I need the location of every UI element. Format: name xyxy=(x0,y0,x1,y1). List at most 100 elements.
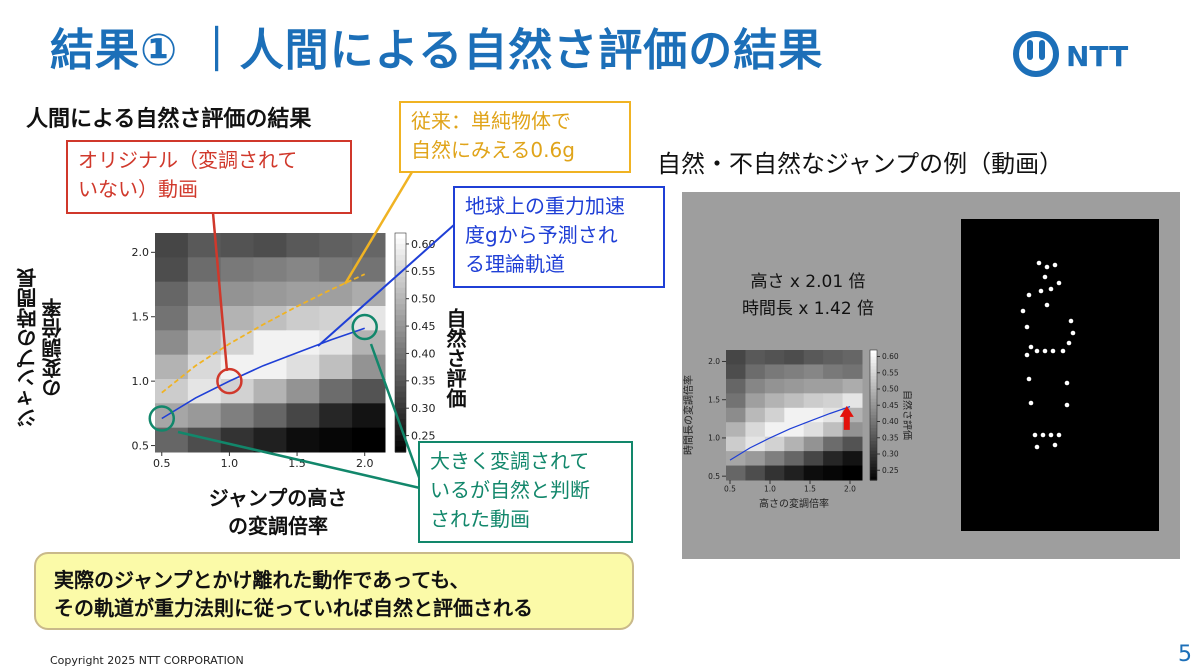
colorbar-segment xyxy=(395,342,406,349)
x-tick-label: 2.0 xyxy=(844,485,856,494)
y-tick-label: 2.0 xyxy=(132,246,150,259)
heatmap-cell xyxy=(286,403,320,429)
colorbar-segment xyxy=(870,463,877,468)
copyright: Copyright 2025 NTT CORPORATION xyxy=(50,654,244,667)
y-tick-label: 2.0 xyxy=(708,357,720,366)
colorbar-segment xyxy=(395,243,406,251)
heatmap-cell xyxy=(764,393,785,409)
mini-x-label: 高さの変調倍率 xyxy=(759,497,829,510)
joint-dot xyxy=(1028,400,1034,406)
heatmap-cell xyxy=(823,350,844,365)
heatmap-cell xyxy=(764,422,785,438)
joint-dot xyxy=(1034,444,1040,450)
colorbar-segment xyxy=(870,444,877,449)
heatmap-cell xyxy=(253,379,287,404)
heatmap-cell xyxy=(253,330,287,356)
colorbar-tick-label: 0.30 xyxy=(411,402,436,415)
heatmap-cell xyxy=(726,364,746,380)
colorbar-segment xyxy=(870,408,877,413)
ntt-logo-icon xyxy=(1013,31,1059,77)
heatmap-cell xyxy=(319,379,353,404)
callout-theory: 地球上の重力加速 度gから予測され る理論軌道 xyxy=(453,186,665,288)
heatmap-cell xyxy=(155,306,189,331)
colorbar-tick-label: 0.60 xyxy=(882,352,899,361)
colorbar-segment xyxy=(870,356,877,361)
marker-low-end xyxy=(148,405,176,432)
heatmap-cell xyxy=(803,436,824,452)
heatmap-cell xyxy=(352,403,386,429)
colorbar-segment xyxy=(395,293,406,300)
colorbar-segment xyxy=(395,254,406,261)
heatmap-cell xyxy=(764,350,785,365)
colorbar-segment xyxy=(870,395,877,400)
colorbar-segment xyxy=(870,372,877,377)
heatmap-cell xyxy=(319,281,353,307)
heatmap-cell xyxy=(745,451,766,467)
x-tick-label: 1.0 xyxy=(221,457,239,470)
colorbar-segment xyxy=(870,350,877,354)
heatmap-cell xyxy=(220,354,255,380)
colorbar-segment xyxy=(870,392,877,397)
heatmap-cell xyxy=(842,465,863,481)
joint-dot xyxy=(1064,402,1070,408)
colorbar-segment xyxy=(870,434,877,439)
heatmap-cell xyxy=(220,330,255,356)
heatmap-cell xyxy=(187,403,222,429)
joint-dot xyxy=(1052,442,1058,448)
colorbar-segment xyxy=(395,364,406,371)
heatmap-cell xyxy=(745,393,766,409)
colorbar-tick-label: 0.45 xyxy=(882,401,899,410)
colorbar-segment xyxy=(395,320,406,327)
colorbar-tick-label: 0.55 xyxy=(411,265,436,278)
joint-dot xyxy=(1036,260,1042,266)
pointlight-video xyxy=(961,219,1159,531)
page-number: 5 xyxy=(1178,642,1192,667)
heatmap-cell xyxy=(352,379,386,404)
heatmap-cell xyxy=(784,465,805,481)
heatmap-cell xyxy=(842,378,863,394)
heatmap-cell xyxy=(187,257,222,283)
heatmap-cell xyxy=(220,233,255,258)
heatmap-cell xyxy=(842,350,863,365)
heatmap-cell xyxy=(764,465,785,481)
colorbar-tick-label: 0.35 xyxy=(882,433,899,442)
colorbar-segment xyxy=(395,441,406,448)
colorbar-frame xyxy=(869,349,878,481)
heatmap-cell xyxy=(726,422,746,438)
y-tick-label: 1.5 xyxy=(708,395,720,404)
heatmap-cell xyxy=(764,451,785,467)
joint-dot xyxy=(1026,376,1032,382)
heatmap-cell xyxy=(253,233,287,258)
heatmap-cell xyxy=(352,233,386,258)
colorbar-segment xyxy=(870,450,877,455)
heatmap-cell xyxy=(253,257,287,283)
heatmap-cell xyxy=(253,281,287,307)
colorbar-segment xyxy=(395,347,406,355)
heatmap-cell xyxy=(319,354,353,380)
colorbar-tick-label: 0.40 xyxy=(882,417,899,426)
heatmap-cell xyxy=(319,427,353,453)
joint-dot xyxy=(1042,274,1048,280)
heatmap-cell xyxy=(842,393,863,409)
colorbar-segment xyxy=(395,233,406,240)
heatmap-cell xyxy=(286,233,320,258)
main-heatmap-chart: 0.5 1.0 1.5 2.0 2.0 1.5 1.0 0.5 0.60 0.55 0.50 0.4… xyxy=(132,232,436,470)
colorbar-segment xyxy=(395,430,406,437)
heatmap-cell xyxy=(745,465,766,481)
video-player[interactable]: 高さ x 2.01 倍 時間長 x 1.42 倍 0.5 1.0 1.5 2.0 2.0… xyxy=(682,192,1180,559)
pointlight-figure xyxy=(1020,260,1076,450)
heatmap-cell xyxy=(253,427,287,453)
heatmap-cell xyxy=(784,436,805,452)
heatmap-cell xyxy=(187,233,222,258)
colorbar-segment xyxy=(870,460,877,465)
colorbar-segment xyxy=(870,473,877,478)
joint-dot xyxy=(1024,324,1030,330)
y-tick-label: 1.0 xyxy=(132,375,150,388)
joint-dot xyxy=(1020,308,1026,314)
heatmap-cell xyxy=(220,281,255,307)
colorbar-segment xyxy=(395,408,406,415)
colorbar-segment xyxy=(870,405,877,410)
joint-dot xyxy=(1066,340,1072,346)
joint-dot xyxy=(1048,286,1054,292)
heatmap-cell xyxy=(286,257,320,283)
